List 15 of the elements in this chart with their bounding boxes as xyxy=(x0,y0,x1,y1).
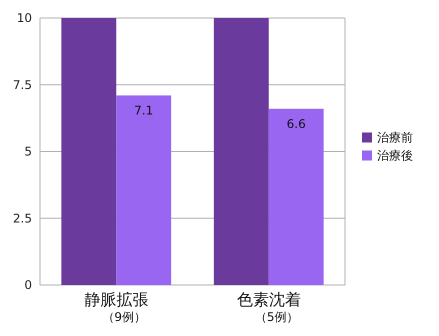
y-tick-label: 2.5 xyxy=(12,211,32,226)
bar xyxy=(116,95,172,285)
y-tick-label: 5 xyxy=(24,144,32,158)
bar xyxy=(268,108,324,285)
legend-label: 治療前 xyxy=(377,130,413,144)
legend-label: 治療後 xyxy=(377,148,413,162)
y-tick-label: 10 xyxy=(16,11,32,25)
y-tick-label: 7.5 xyxy=(12,78,32,92)
data-label: 6.6 xyxy=(286,116,306,131)
x-tick-label: 静脈拡張（9例） xyxy=(84,290,148,324)
y-tick-label: 0 xyxy=(24,278,32,292)
bar xyxy=(214,18,269,285)
data-label: 7.1 xyxy=(134,103,154,118)
x-tick-label: 色素沈着（5例） xyxy=(236,290,301,324)
bar xyxy=(61,18,116,285)
